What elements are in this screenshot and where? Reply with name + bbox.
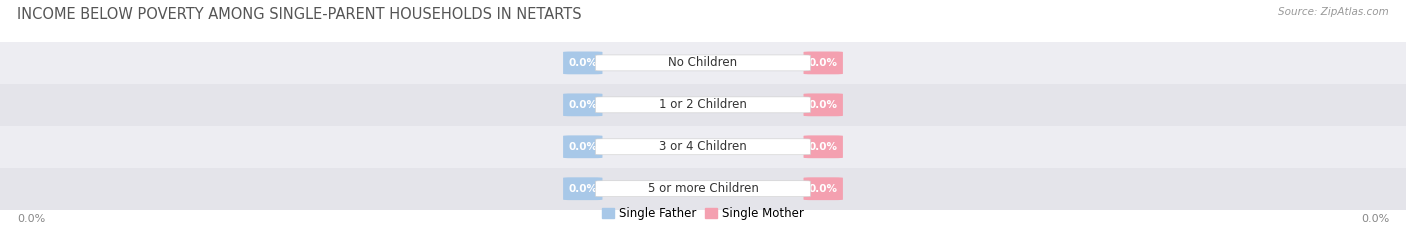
Text: 0.0%: 0.0% xyxy=(808,184,838,194)
FancyBboxPatch shape xyxy=(562,93,603,116)
Bar xyxy=(0,84,1406,126)
Text: No Children: No Children xyxy=(668,56,738,69)
FancyBboxPatch shape xyxy=(804,135,844,158)
Legend: Single Father, Single Mother: Single Father, Single Mother xyxy=(598,202,808,225)
Text: 0.0%: 0.0% xyxy=(568,100,598,110)
Text: 0.0%: 0.0% xyxy=(808,142,838,152)
Text: 0.0%: 0.0% xyxy=(17,214,45,224)
Text: 3 or 4 Children: 3 or 4 Children xyxy=(659,140,747,153)
FancyBboxPatch shape xyxy=(596,139,810,155)
FancyBboxPatch shape xyxy=(562,135,603,158)
FancyBboxPatch shape xyxy=(562,51,603,74)
Text: 0.0%: 0.0% xyxy=(568,142,598,152)
Text: 5 or more Children: 5 or more Children xyxy=(648,182,758,195)
Text: 0.0%: 0.0% xyxy=(568,58,598,68)
Bar xyxy=(0,168,1406,210)
Bar xyxy=(0,42,1406,84)
FancyBboxPatch shape xyxy=(804,177,844,200)
FancyBboxPatch shape xyxy=(562,177,603,200)
FancyBboxPatch shape xyxy=(596,181,810,197)
Text: 0.0%: 0.0% xyxy=(1361,214,1389,224)
Text: 0.0%: 0.0% xyxy=(568,184,598,194)
Bar xyxy=(0,126,1406,168)
FancyBboxPatch shape xyxy=(596,97,810,113)
FancyBboxPatch shape xyxy=(804,93,844,116)
Text: 0.0%: 0.0% xyxy=(808,58,838,68)
FancyBboxPatch shape xyxy=(596,55,810,71)
Text: 0.0%: 0.0% xyxy=(808,100,838,110)
Text: Source: ZipAtlas.com: Source: ZipAtlas.com xyxy=(1278,7,1389,17)
Text: 1 or 2 Children: 1 or 2 Children xyxy=(659,98,747,111)
Text: INCOME BELOW POVERTY AMONG SINGLE-PARENT HOUSEHOLDS IN NETARTS: INCOME BELOW POVERTY AMONG SINGLE-PARENT… xyxy=(17,7,582,22)
FancyBboxPatch shape xyxy=(804,51,844,74)
